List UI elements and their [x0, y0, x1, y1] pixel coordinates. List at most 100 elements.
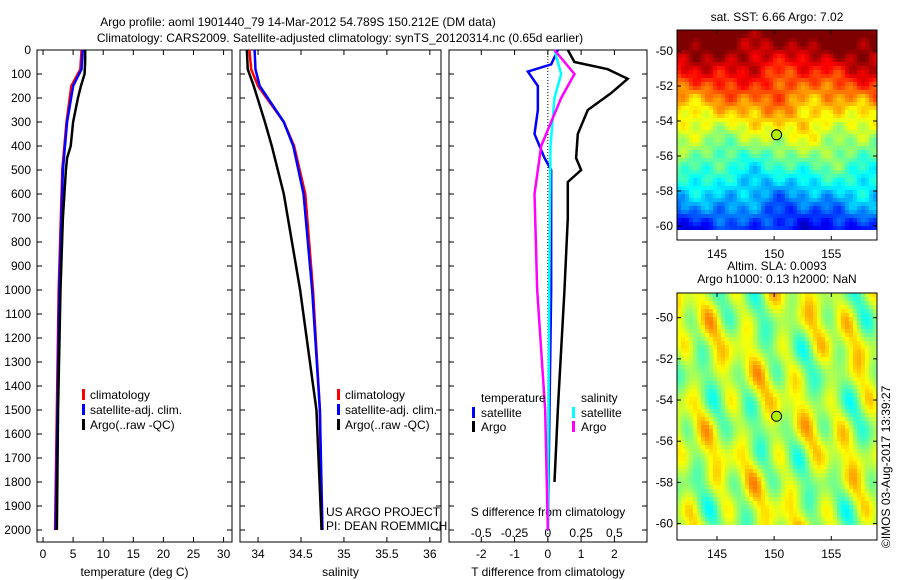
map-cell: [817, 333, 821, 337]
map-cell: [813, 110, 817, 114]
map-cell: [805, 481, 809, 485]
map-cell: [753, 477, 757, 481]
map-cell: [857, 66, 861, 70]
map-cell: [701, 190, 705, 194]
map-cell: [801, 178, 805, 182]
map-cell: [685, 46, 689, 50]
map-cell: [825, 397, 829, 401]
map-cell: [701, 86, 705, 90]
map-cell: [805, 301, 809, 305]
map-cell: [825, 381, 829, 385]
map-cell: [701, 54, 705, 58]
map-cell: [817, 194, 821, 198]
map-cell: [765, 226, 769, 230]
map-cell: [737, 182, 741, 186]
map-cell: [745, 441, 749, 445]
map-cell: [841, 106, 845, 110]
map-cell: [745, 389, 749, 393]
map-cell: [689, 86, 693, 90]
map-cell: [865, 170, 869, 174]
map-cell: [805, 50, 809, 54]
map-cell: [765, 489, 769, 493]
map-cell: [773, 321, 777, 325]
map-cell: [781, 445, 785, 449]
map-cell: [761, 357, 765, 361]
map-cell: [861, 106, 865, 110]
map-cell: [737, 501, 741, 505]
map-cell: [825, 174, 829, 178]
map-cell: [797, 210, 801, 214]
map-cell: [689, 178, 693, 182]
map-cell: [741, 409, 745, 413]
map-cell: [761, 325, 765, 329]
map-cell: [765, 158, 769, 162]
map-cell: [809, 461, 813, 465]
map-cell: [769, 485, 773, 489]
map-cell: [701, 102, 705, 106]
map-cell: [713, 174, 717, 178]
map-cell: [685, 114, 689, 118]
map-cell: [817, 309, 821, 313]
map-cell: [813, 94, 817, 98]
map-cell: [725, 489, 729, 493]
map-cell: [773, 86, 777, 90]
map-cell: [813, 134, 817, 138]
map-cell: [781, 449, 785, 453]
map-cell: [717, 461, 721, 465]
map-cell: [797, 325, 801, 329]
map-cell: [705, 321, 709, 325]
map-cell: [681, 313, 685, 317]
map-cell: [733, 393, 737, 397]
map-cell: [841, 94, 845, 98]
map-cell: [769, 461, 773, 465]
map-cell: [765, 134, 769, 138]
map-cell: [813, 449, 817, 453]
map-cell: [741, 62, 745, 66]
map-cell: [841, 90, 845, 94]
map-cell: [809, 62, 813, 66]
map-cell: [781, 305, 785, 309]
map-cell: [713, 361, 717, 365]
map-cell: [713, 509, 717, 513]
map-cell: [861, 186, 865, 190]
map-cell: [733, 146, 737, 150]
map-cell: [693, 373, 697, 377]
map-cell: [709, 186, 713, 190]
map-cell: [793, 78, 797, 82]
map-cell: [817, 337, 821, 341]
map-cell: [777, 42, 781, 46]
map-cell: [825, 194, 829, 198]
map-cell: [821, 182, 825, 186]
map-cell: [777, 162, 781, 166]
map-cell: [705, 74, 709, 78]
map-cell: [749, 497, 753, 501]
map-cell: [813, 437, 817, 441]
map-cell: [821, 513, 825, 517]
map-cell: [701, 62, 705, 66]
map-cell: [725, 106, 729, 110]
map-cell: [837, 98, 841, 102]
map-cell: [785, 94, 789, 98]
map-cell: [845, 122, 849, 126]
map-cell: [865, 182, 869, 186]
map-cell: [805, 361, 809, 365]
map-cell: [797, 333, 801, 337]
map-cell: [817, 465, 821, 469]
map-cell: [733, 521, 737, 525]
map-cell: [809, 477, 813, 481]
map-cell: [737, 369, 741, 373]
map-cell: [865, 114, 869, 118]
map-cell: [777, 457, 781, 461]
map-cell: [861, 138, 865, 142]
map-cell: [761, 122, 765, 126]
map-cell: [817, 437, 821, 441]
map-cell: [785, 397, 789, 401]
map-cell: [837, 166, 841, 170]
map-cell: [801, 54, 805, 58]
map-cell: [777, 505, 781, 509]
map-cell: [753, 90, 757, 94]
map-cell: [777, 481, 781, 485]
map-cell: [833, 66, 837, 70]
map-cell: [701, 497, 705, 501]
map-cell: [825, 477, 829, 481]
